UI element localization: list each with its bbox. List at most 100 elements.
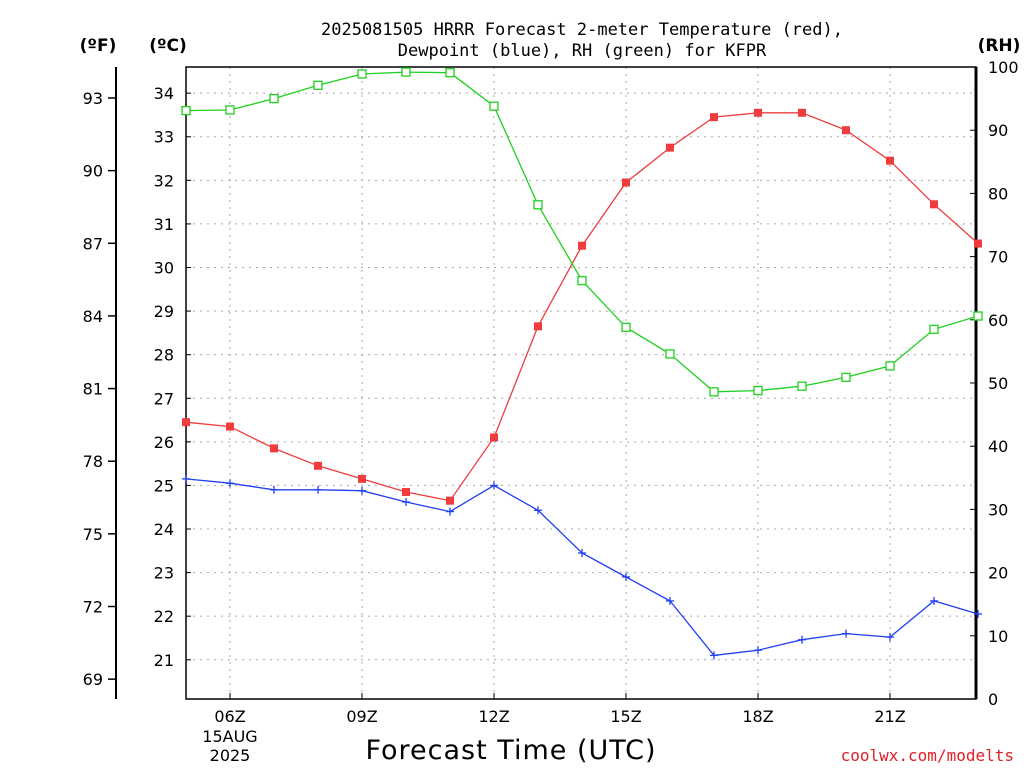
rh-line bbox=[185, 71, 979, 393]
dewpoint-point bbox=[314, 485, 322, 494]
dewpoint-point bbox=[930, 596, 938, 605]
temperature-point bbox=[314, 461, 322, 470]
celsius-tick-label: 34 bbox=[154, 84, 174, 103]
temperature-point bbox=[270, 444, 278, 453]
chart-title-line-1: 2025081505 HRRR Forecast 2-meter Tempera… bbox=[321, 20, 843, 40]
rh-point bbox=[841, 372, 851, 382]
rh-tick-label: 30 bbox=[988, 500, 1008, 519]
temperature-point bbox=[446, 496, 454, 505]
fahrenheit-tick-label: 84 bbox=[83, 307, 103, 326]
x-tick-label: 06Z bbox=[214, 707, 245, 726]
dewpoint-point bbox=[798, 635, 806, 644]
rh-tick-label: 70 bbox=[988, 248, 1008, 267]
temperature-point bbox=[490, 433, 498, 442]
rh-point bbox=[973, 311, 983, 321]
fahrenheit-tick-label: 93 bbox=[83, 89, 103, 108]
rh-point bbox=[665, 349, 675, 359]
fahrenheit-tick-label: 72 bbox=[83, 598, 103, 617]
rh-point bbox=[357, 69, 367, 79]
plot-frame bbox=[185, 66, 977, 700]
axes bbox=[115, 66, 978, 700]
temperature-point bbox=[798, 108, 806, 117]
rh-point bbox=[621, 322, 631, 333]
celsius-tick-label: 30 bbox=[154, 258, 174, 277]
rh-tick-label: 20 bbox=[988, 564, 1008, 583]
dewpoint-point bbox=[710, 651, 718, 660]
dewpoint-point bbox=[622, 572, 630, 581]
temperature-point bbox=[534, 322, 542, 331]
rh-tick-label: 60 bbox=[988, 311, 1008, 330]
rh-point bbox=[797, 381, 807, 391]
x-axis-title: Forecast Time (UTC) bbox=[365, 735, 656, 766]
x-tick-sublabel: 2025 bbox=[210, 746, 251, 765]
rh-point bbox=[269, 93, 279, 104]
temperature-point bbox=[666, 143, 674, 152]
temperature-point bbox=[974, 239, 982, 248]
rh-point bbox=[753, 385, 763, 396]
rh-point bbox=[401, 67, 411, 77]
rh-point bbox=[533, 200, 543, 210]
temperature-point bbox=[402, 487, 410, 496]
x-tick-label: 15Z bbox=[610, 707, 641, 726]
celsius-tick-label: 22 bbox=[154, 607, 174, 626]
rh-tick-label: 40 bbox=[988, 437, 1008, 456]
dewpoint-point bbox=[226, 479, 234, 488]
rh-unit-label: (RH) bbox=[978, 36, 1021, 56]
rh-point bbox=[709, 387, 719, 397]
dewpoint-point bbox=[974, 610, 982, 619]
rh-point bbox=[489, 101, 499, 111]
temperature-point bbox=[930, 200, 938, 209]
rh-tick-label: 80 bbox=[988, 184, 1008, 203]
temperature-point bbox=[754, 108, 762, 117]
temperature-point bbox=[842, 126, 850, 135]
celsius-tick-label: 32 bbox=[154, 171, 174, 190]
temperature-point bbox=[622, 178, 630, 187]
rh-point bbox=[885, 361, 895, 371]
celsius-tick-label: 24 bbox=[154, 520, 174, 539]
temperature-line bbox=[185, 112, 979, 502]
celsius-unit-label: (ºC) bbox=[149, 36, 187, 56]
fahrenheit-tick-label: 87 bbox=[83, 234, 103, 253]
x-tick-label: 18Z bbox=[742, 707, 773, 726]
dewpoint-point bbox=[182, 474, 190, 483]
x-tick-sublabel: 15AUG bbox=[202, 727, 257, 746]
dewpoint-point bbox=[842, 629, 850, 638]
celsius-tick-label: 31 bbox=[154, 215, 174, 234]
chart-title-line-2: Dewpoint (blue), RH (green) for KFPR bbox=[398, 41, 767, 61]
rh-tick-label: 90 bbox=[988, 121, 1008, 140]
dewpoint-point bbox=[886, 633, 894, 642]
x-tick-label: 12Z bbox=[478, 707, 509, 726]
celsius-tick-label: 28 bbox=[154, 346, 174, 365]
celsius-tick-label: 26 bbox=[154, 433, 174, 452]
dewpoint-point bbox=[270, 485, 278, 494]
rh-tick-label: 100 bbox=[988, 58, 1019, 77]
rh-tick-label: 10 bbox=[988, 627, 1008, 646]
rh-point bbox=[445, 68, 455, 78]
dewpoint-point bbox=[578, 548, 586, 557]
celsius-tick-label: 25 bbox=[154, 476, 174, 495]
series-lines bbox=[181, 67, 983, 660]
rh-tick-label: 0 bbox=[988, 690, 998, 709]
dewpoint-point bbox=[666, 596, 674, 605]
temperature-point bbox=[710, 113, 718, 122]
dewpoint-point bbox=[490, 481, 498, 490]
rh-point bbox=[577, 275, 587, 286]
celsius-tick-label: 27 bbox=[154, 389, 174, 408]
temperature-point bbox=[886, 156, 894, 165]
rh-point bbox=[929, 324, 939, 334]
rh-point bbox=[225, 105, 235, 115]
temperature-point bbox=[358, 474, 366, 483]
temperature-point bbox=[578, 241, 586, 250]
dewpoint-point bbox=[754, 646, 762, 655]
temperature-point bbox=[226, 422, 234, 431]
rh-point bbox=[313, 80, 323, 90]
celsius-tick-label: 33 bbox=[154, 128, 174, 147]
fahrenheit-tick-label: 90 bbox=[83, 162, 103, 181]
dewpoint-line bbox=[185, 478, 979, 657]
fahrenheit-tick-label: 75 bbox=[83, 525, 103, 544]
celsius-tick-label: 23 bbox=[154, 564, 174, 583]
rh-point bbox=[181, 105, 191, 116]
fahrenheit-unit-label: (ºF) bbox=[80, 36, 117, 56]
fahrenheit-tick-label: 78 bbox=[83, 452, 103, 471]
